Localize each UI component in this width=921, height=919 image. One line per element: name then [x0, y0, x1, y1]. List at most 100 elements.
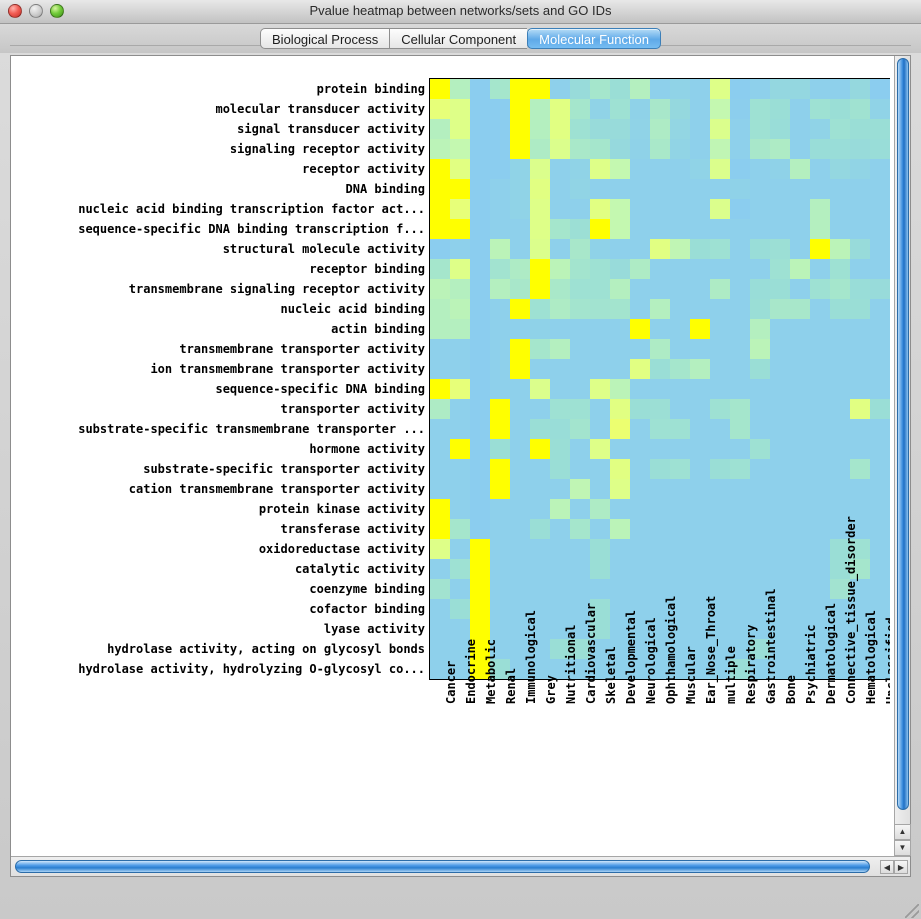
heatmap-cell[interactable] — [830, 519, 850, 539]
heatmap-cell[interactable] — [570, 639, 590, 659]
heatmap-cell[interactable] — [570, 239, 590, 259]
heatmap-cell[interactable] — [870, 179, 890, 199]
heatmap-cell[interactable] — [670, 259, 690, 279]
heatmap-cell[interactable] — [530, 259, 550, 279]
heatmap-cell[interactable] — [610, 559, 630, 579]
heatmap-cell[interactable] — [790, 419, 810, 439]
heatmap-cell[interactable] — [750, 319, 770, 339]
heatmap-cell[interactable] — [630, 539, 650, 559]
heatmap-cell[interactable] — [530, 479, 550, 499]
heatmap-cell[interactable] — [550, 619, 570, 639]
heatmap-cell[interactable] — [730, 159, 750, 179]
heatmap-cell[interactable] — [750, 459, 770, 479]
heatmap-cell[interactable] — [670, 239, 690, 259]
heatmap-cell[interactable] — [650, 579, 670, 599]
heatmap-cell[interactable] — [490, 459, 510, 479]
heatmap-cell[interactable] — [530, 139, 550, 159]
heatmap-cell[interactable] — [770, 399, 790, 419]
heatmap-cell[interactable] — [530, 659, 550, 679]
heatmap-cell[interactable] — [710, 99, 730, 119]
heatmap-cell[interactable] — [550, 639, 570, 659]
heatmap-cell[interactable] — [790, 319, 810, 339]
heatmap-cell[interactable] — [610, 599, 630, 619]
heatmap-cell[interactable] — [670, 499, 690, 519]
heatmap-cell[interactable] — [850, 579, 870, 599]
heatmap-cell[interactable] — [590, 319, 610, 339]
heatmap-cell[interactable] — [450, 339, 470, 359]
heatmap-cell[interactable] — [650, 479, 670, 499]
heatmap-cell[interactable] — [710, 159, 730, 179]
heatmap-cell[interactable] — [530, 239, 550, 259]
heatmap-cell[interactable] — [730, 419, 750, 439]
heatmap-cell[interactable] — [850, 539, 870, 559]
heatmap-cell[interactable] — [770, 319, 790, 339]
heatmap-cell[interactable] — [650, 159, 670, 179]
heatmap-cell[interactable] — [470, 79, 490, 99]
heatmap-cell[interactable] — [730, 319, 750, 339]
heatmap-cell[interactable] — [870, 139, 890, 159]
heatmap-cell[interactable] — [790, 239, 810, 259]
heatmap-cell[interactable] — [690, 119, 710, 139]
heatmap-cell[interactable] — [710, 479, 730, 499]
heatmap-cell[interactable] — [630, 579, 650, 599]
heatmap-cell[interactable] — [790, 539, 810, 559]
heatmap-cell[interactable] — [770, 599, 790, 619]
heatmap-cell[interactable] — [790, 299, 810, 319]
heatmap-cell[interactable] — [430, 639, 450, 659]
heatmap-cell[interactable] — [550, 359, 570, 379]
heatmap-cell[interactable] — [470, 279, 490, 299]
heatmap-cell[interactable] — [450, 199, 470, 219]
heatmap-cell[interactable] — [730, 559, 750, 579]
heatmap-cell[interactable] — [750, 119, 770, 139]
heatmap-cell[interactable] — [750, 259, 770, 279]
heatmap-cell[interactable] — [610, 279, 630, 299]
heatmap-cell[interactable] — [590, 339, 610, 359]
heatmap-cell[interactable] — [530, 299, 550, 319]
heatmap-cell[interactable] — [590, 239, 610, 259]
heatmap-cell[interactable] — [470, 499, 490, 519]
heatmap-cell[interactable] — [510, 539, 530, 559]
heatmap-cell[interactable] — [870, 539, 890, 559]
heatmap-cell[interactable] — [630, 99, 650, 119]
heatmap-cell[interactable] — [610, 239, 630, 259]
heatmap-cell[interactable] — [510, 119, 530, 139]
heatmap-cell[interactable] — [510, 579, 530, 599]
heatmap-cell[interactable] — [610, 379, 630, 399]
heatmap-cell[interactable] — [730, 499, 750, 519]
heatmap-cell[interactable] — [430, 219, 450, 239]
heatmap-cell[interactable] — [850, 199, 870, 219]
heatmap-cell[interactable] — [550, 299, 570, 319]
heatmap-cell[interactable] — [550, 139, 570, 159]
heatmap-cell[interactable] — [750, 399, 770, 419]
heatmap-cell[interactable] — [650, 79, 670, 99]
heatmap-cell[interactable] — [590, 279, 610, 299]
heatmap-cell[interactable] — [570, 399, 590, 419]
heatmap-cell[interactable] — [830, 419, 850, 439]
heatmap-cell[interactable] — [710, 459, 730, 479]
heatmap-cell[interactable] — [470, 579, 490, 599]
heatmap-cell[interactable] — [610, 419, 630, 439]
heatmap-cell[interactable] — [830, 599, 850, 619]
heatmap-cell[interactable] — [630, 619, 650, 639]
heatmap-cell[interactable] — [610, 459, 630, 479]
heatmap-cell[interactable] — [570, 179, 590, 199]
heatmap-cell[interactable] — [730, 639, 750, 659]
heatmap-cell[interactable] — [530, 519, 550, 539]
heatmap-cell[interactable] — [690, 619, 710, 639]
heatmap-cell[interactable] — [690, 659, 710, 679]
heatmap-cell[interactable] — [710, 419, 730, 439]
heatmap-cell[interactable] — [670, 439, 690, 459]
heatmap-cell[interactable] — [630, 199, 650, 219]
heatmap-cell[interactable] — [690, 339, 710, 359]
heatmap-cell[interactable] — [870, 359, 890, 379]
heatmap-cell[interactable] — [630, 79, 650, 99]
heatmap-cell[interactable] — [630, 339, 650, 359]
heatmap-cell[interactable] — [590, 519, 610, 539]
heatmap-cell[interactable] — [690, 219, 710, 239]
heatmap-cell[interactable] — [710, 519, 730, 539]
heatmap-cell[interactable] — [470, 319, 490, 339]
heatmap-cell[interactable] — [670, 139, 690, 159]
heatmap-cell[interactable] — [790, 99, 810, 119]
heatmap-cell[interactable] — [650, 279, 670, 299]
heatmap-cell[interactable] — [770, 299, 790, 319]
